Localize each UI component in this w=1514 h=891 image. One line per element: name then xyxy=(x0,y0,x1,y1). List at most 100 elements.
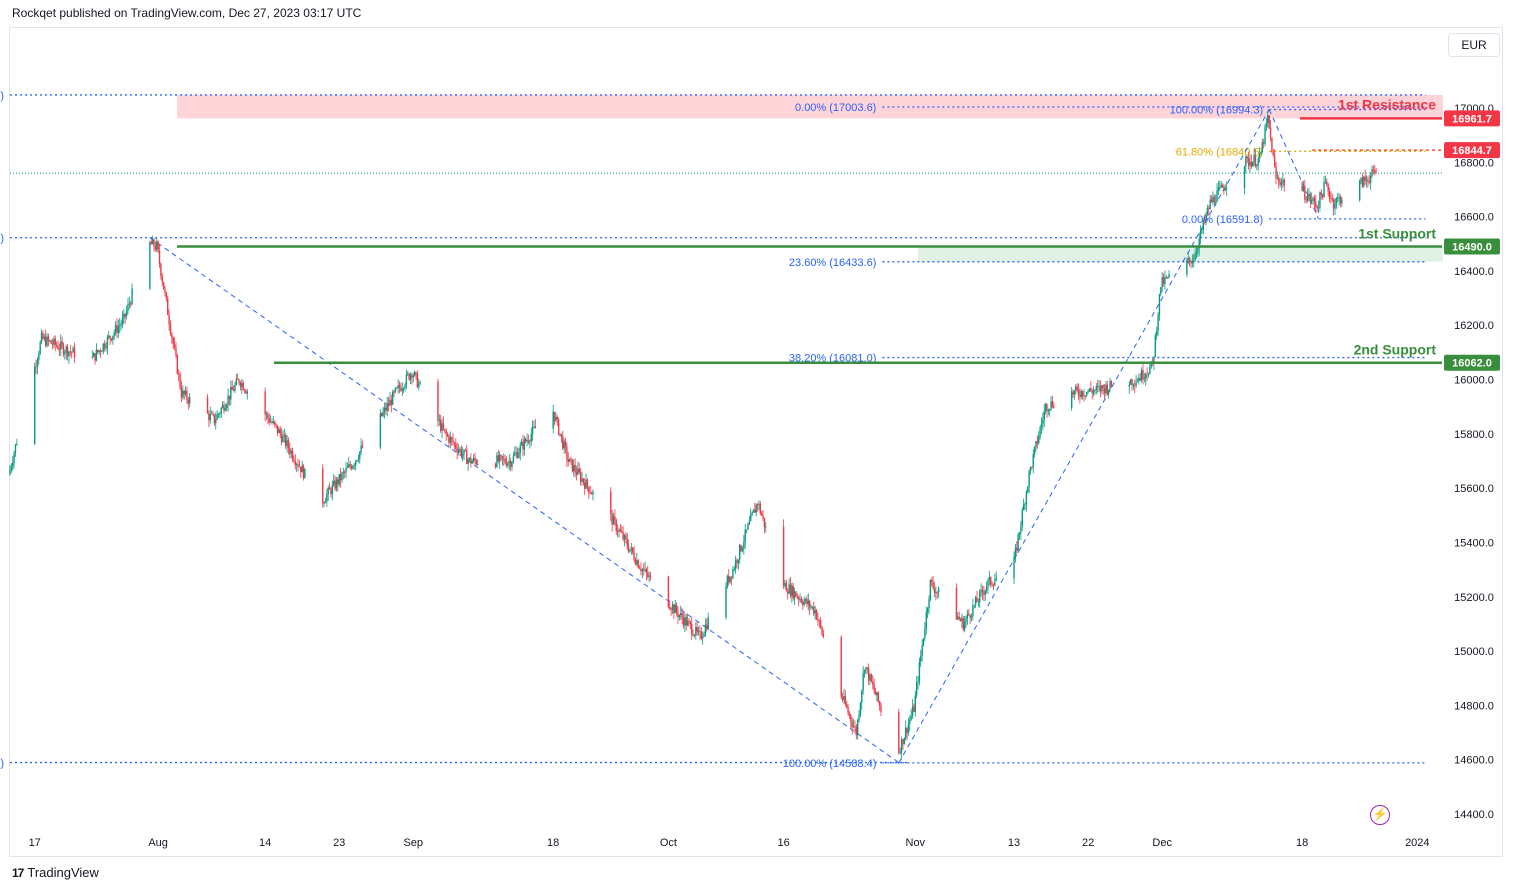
candle-body xyxy=(566,446,568,460)
candle-body xyxy=(1050,401,1052,409)
candle-body xyxy=(1267,115,1269,124)
candle-body xyxy=(466,450,468,464)
candle-body xyxy=(1032,454,1034,468)
support2-price-box xyxy=(1444,354,1500,371)
candle-body xyxy=(1088,388,1091,392)
candle-body xyxy=(754,509,756,513)
candle-body xyxy=(187,399,190,404)
candle-body xyxy=(35,366,37,368)
candle-body xyxy=(534,426,537,429)
candle-body xyxy=(398,385,401,389)
candle-body xyxy=(995,578,997,581)
candle-body xyxy=(394,387,397,392)
candle-body xyxy=(582,478,585,483)
candle-body xyxy=(618,529,620,532)
candle-body xyxy=(1275,165,1277,179)
candle-body xyxy=(457,450,460,453)
candle-body xyxy=(1249,161,1251,166)
candle-body xyxy=(693,634,696,636)
fib-level-label: 100.00% (16994.3) xyxy=(1170,105,1264,117)
candle-body xyxy=(1047,410,1050,412)
candle-body xyxy=(446,434,449,437)
candle-body xyxy=(504,458,506,463)
candle-body xyxy=(590,493,593,495)
candle-body xyxy=(688,620,690,622)
candle-body xyxy=(287,440,290,449)
candle-body xyxy=(1206,208,1209,215)
candle-body xyxy=(759,503,761,514)
flash-icon[interactable]: ⚡ xyxy=(1370,805,1390,825)
secondary-price-box xyxy=(1444,142,1500,159)
candle-body xyxy=(280,433,283,443)
candle-body xyxy=(501,455,504,459)
candle-body xyxy=(12,462,14,467)
candle-body xyxy=(1043,411,1045,420)
candle-body xyxy=(556,416,558,420)
candle-body xyxy=(1310,199,1313,202)
footer-brand-label: TradingView xyxy=(27,865,99,880)
candle-body xyxy=(1368,182,1371,183)
fib-level-label: 0.00% (16591.8) xyxy=(1182,214,1263,226)
resistance-price-box xyxy=(1444,110,1500,127)
candle-body xyxy=(685,617,687,626)
candle-body xyxy=(1261,142,1264,153)
candle-body xyxy=(43,336,45,339)
candle-body xyxy=(343,472,346,473)
candle-body xyxy=(1326,181,1328,185)
candle-body xyxy=(921,645,923,656)
candle-body xyxy=(386,403,388,411)
candle-body xyxy=(301,465,303,473)
candle-body xyxy=(670,609,672,611)
candle-body xyxy=(497,455,500,462)
candle-body xyxy=(630,547,633,550)
candle-body xyxy=(265,413,268,415)
candle-body xyxy=(153,239,155,247)
candle-body xyxy=(178,373,180,375)
candle-body xyxy=(697,630,700,632)
candle-body xyxy=(1208,208,1210,209)
candle-body xyxy=(333,480,335,485)
candle-body xyxy=(749,514,752,522)
candle-body xyxy=(841,696,844,700)
candle-body xyxy=(39,342,41,354)
candle-body xyxy=(627,546,630,552)
candle-body xyxy=(131,288,133,305)
candle-body xyxy=(283,434,286,436)
candle-body xyxy=(231,387,233,390)
currency-selector[interactable]: EUR xyxy=(1448,33,1500,57)
candle-body xyxy=(1367,179,1369,183)
candle-body xyxy=(1165,277,1167,278)
candle-body xyxy=(680,613,682,616)
candle-body xyxy=(906,727,908,733)
candle-body xyxy=(1107,389,1110,394)
y-tick-label: 15000.0 xyxy=(1454,646,1494,658)
candle-body xyxy=(1145,374,1147,379)
candle-body xyxy=(1138,378,1140,382)
candle-body xyxy=(861,690,863,703)
candle-body xyxy=(300,466,302,473)
candle-body xyxy=(511,462,513,468)
candle-body xyxy=(1150,361,1152,367)
candle-body xyxy=(1279,181,1281,185)
candle-body xyxy=(1098,385,1100,387)
candle-body xyxy=(182,390,184,398)
candle-body xyxy=(728,575,730,583)
support-zone xyxy=(918,246,1443,262)
candle-body xyxy=(918,661,921,682)
candle-body xyxy=(1051,401,1054,407)
candle-body xyxy=(127,304,129,311)
candle-body xyxy=(439,420,442,431)
candle-body xyxy=(1080,391,1082,398)
candle-body xyxy=(294,461,297,465)
candle-body xyxy=(342,472,345,474)
candle-body xyxy=(674,605,676,614)
candle-body xyxy=(1194,254,1196,261)
candle-body xyxy=(1031,467,1033,468)
candle-body xyxy=(1101,385,1103,392)
candle-body xyxy=(1315,202,1317,208)
candle-body xyxy=(160,263,162,276)
candle-body xyxy=(990,577,992,585)
candle-body xyxy=(73,347,76,358)
x-tick-label: 18 xyxy=(1296,837,1308,849)
